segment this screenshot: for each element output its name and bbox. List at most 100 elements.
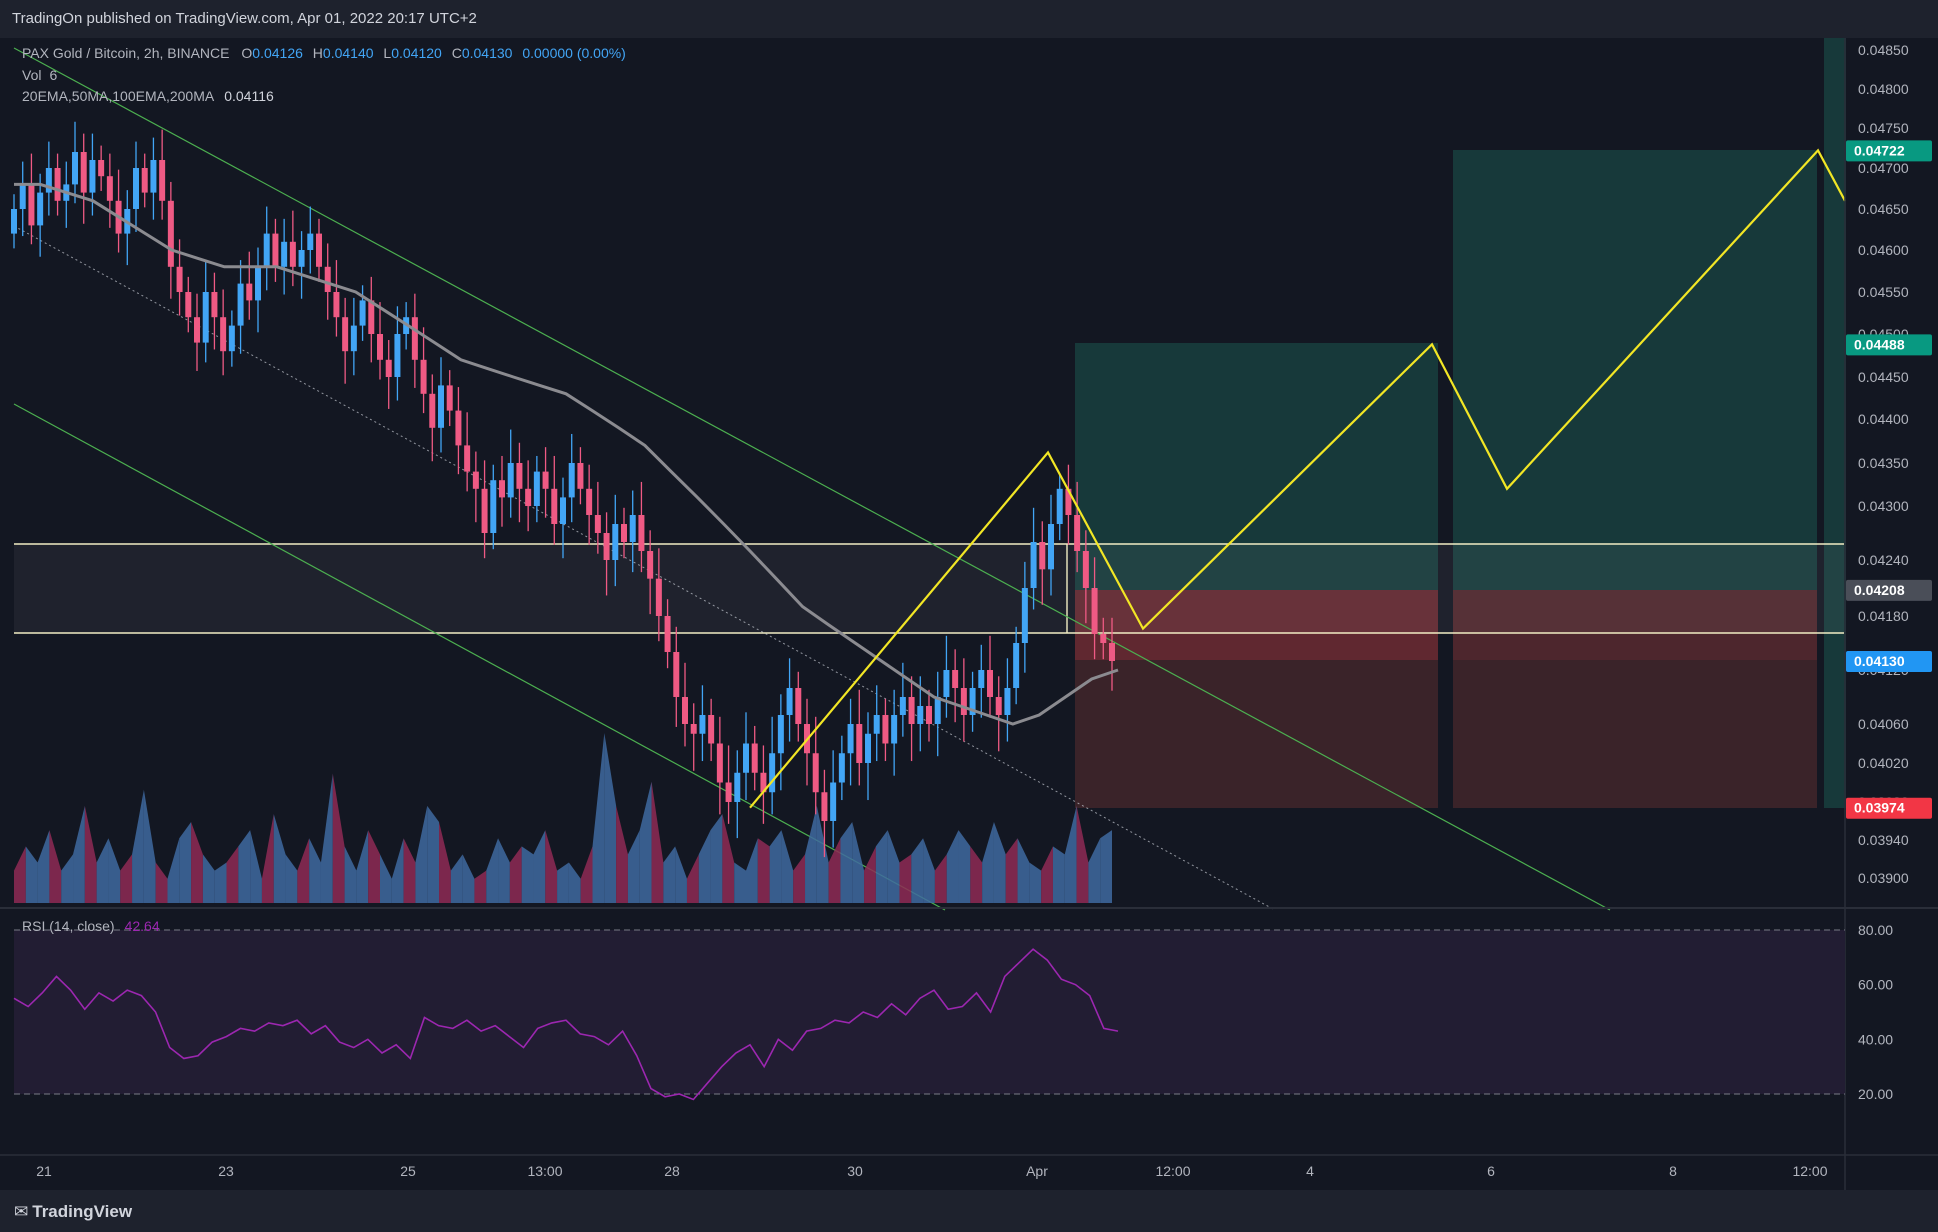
volume-segment	[509, 846, 522, 903]
rsi-tick-label: 80.00	[1858, 922, 1893, 938]
candle-body	[952, 670, 959, 688]
legend-h-value: 0.04140	[323, 45, 374, 61]
candle-body	[176, 266, 183, 292]
candle-body	[969, 688, 976, 715]
price-tick-label: 0.04850	[1858, 42, 1909, 58]
volume-segment	[1017, 838, 1030, 903]
candle-body	[838, 753, 845, 783]
price-badge	[1846, 579, 1932, 601]
candle-body	[263, 233, 270, 267]
time-tick-label: Apr	[1026, 1163, 1048, 1179]
candle-body	[516, 463, 523, 489]
time-axis: 21 23 25 13:00 28 30 Apr 12:00 4 6 8 12:00	[36, 1163, 1828, 1179]
candle-body	[106, 176, 113, 201]
candle-body	[638, 515, 645, 551]
candle-body	[394, 334, 401, 377]
volume-segment	[498, 838, 510, 903]
legend-volume[interactable]: Vol 6	[22, 67, 57, 83]
volume-segment	[1088, 838, 1101, 903]
candle-body	[324, 266, 331, 292]
candle-body	[1065, 488, 1072, 515]
volume-segment	[415, 805, 428, 903]
price-tick-label: 0.04450	[1858, 369, 1909, 385]
volume-segment	[781, 830, 794, 903]
candle-body	[420, 359, 427, 394]
candle-body	[1082, 551, 1089, 588]
stop-zone-2-entry-strip	[1453, 590, 1817, 660]
candle-body	[272, 233, 279, 267]
candle-body	[202, 292, 209, 343]
legend-rsi[interactable]: RSI (14, close) 42.64	[22, 918, 160, 934]
tradingview-logo[interactable]: ✉ TradingView	[14, 1202, 132, 1222]
footer: ✉ TradingView	[0, 1190, 1938, 1232]
candle-body	[856, 724, 863, 763]
candle-body	[211, 292, 218, 318]
candle-body	[882, 715, 889, 744]
channel-lower-line	[13, 403, 946, 911]
volume-segment	[25, 846, 38, 903]
candle-body	[19, 184, 26, 209]
candle-body	[812, 753, 819, 793]
publish-info: TradingOn published on TradingView.com, …	[12, 10, 477, 27]
candle-body	[917, 706, 924, 724]
channel-mid-line	[13, 225, 1276, 911]
volume-segment	[250, 830, 262, 903]
candle-body	[560, 497, 566, 524]
volume-segment	[427, 805, 440, 903]
legend-o-value: 0.04126	[252, 45, 303, 61]
legend-rsi-value: 42.64	[125, 918, 160, 934]
candle-body	[708, 715, 715, 744]
legend-ma-value: 0.04116	[224, 88, 274, 104]
candle-body	[159, 160, 166, 201]
time-tick-label: 23	[218, 1163, 234, 1179]
brand-label: TradingView	[32, 1202, 133, 1221]
volume-segment	[816, 805, 829, 903]
volume-segment	[1064, 805, 1077, 903]
volume-segment	[793, 854, 806, 903]
candle-body	[429, 393, 436, 428]
volume-segment	[864, 846, 876, 903]
rsi-tick-label: 60.00	[1858, 977, 1893, 993]
legend-ma[interactable]: 20EMA,50MA,100EMA,200MA 0.04116	[22, 88, 274, 104]
price-tick-label: 0.04180	[1858, 608, 1909, 624]
candle-body	[37, 192, 44, 226]
volume-segment	[899, 854, 912, 903]
price-tick-label: 0.04240	[1858, 552, 1909, 568]
volume-segment	[73, 805, 85, 903]
legend-symbol[interactable]: PAX Gold / Bitcoin, 2h, BINANCE O0.04126…	[22, 45, 626, 61]
rsi-line	[13, 948, 1119, 1101]
candle-body	[943, 670, 950, 697]
candle-body	[1109, 643, 1115, 661]
volume-segment	[887, 830, 900, 903]
candle-body	[368, 300, 375, 334]
candle-body	[11, 209, 17, 234]
volume-segment	[710, 813, 723, 903]
volume-segment	[734, 862, 746, 903]
volume-segment	[309, 838, 321, 903]
candle-body	[98, 160, 105, 177]
price-badge-label: 0.04130	[1854, 653, 1905, 669]
volume-segment	[722, 813, 735, 903]
volume-segment	[356, 830, 369, 903]
volume-segment	[545, 830, 558, 903]
candle-body	[411, 317, 418, 360]
volume-segment	[474, 870, 487, 903]
candle-body	[150, 160, 157, 193]
volume-segment	[155, 862, 168, 903]
price-tick-label: 0.03900	[1858, 870, 1909, 886]
price-badges: 0.04722 0.04488 0.04208 0.04130 0.03974	[1846, 140, 1932, 819]
candle-body	[899, 697, 906, 715]
rsi-axis: 80.00 60.00 40.00 20.00	[1858, 922, 1893, 1102]
rsi-band	[14, 930, 1845, 1094]
candle-body	[316, 233, 322, 267]
volume-segment	[875, 830, 888, 903]
legend-h-label: H	[313, 45, 323, 61]
volume-segment	[639, 781, 652, 903]
volume-segment	[273, 813, 286, 903]
volume-segment	[261, 813, 274, 903]
time-tick-label: 13:00	[527, 1163, 562, 1179]
candle-body	[289, 241, 296, 267]
price-axis: 0.04850 0.04800 0.04750 0.04700 0.04650 0.046…	[1858, 42, 1909, 886]
candle-body	[777, 715, 784, 754]
candle-body	[1074, 515, 1081, 551]
